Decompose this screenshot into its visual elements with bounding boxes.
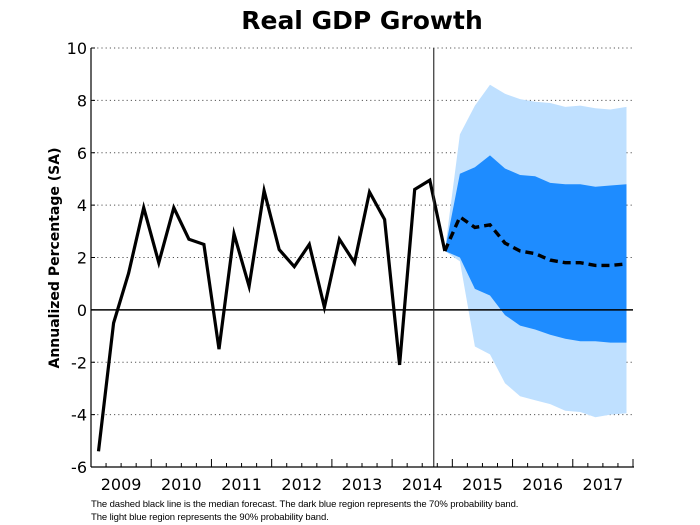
series-lines [96,177,626,452]
y-tick-label: 10 [67,39,87,58]
probability-bands [444,84,627,418]
x-tick-label: 2015 [462,475,503,494]
x-tick-label: 2013 [342,475,383,494]
x-tick-label: 2014 [402,475,443,494]
x-tick-labels: 2009 2010 2011 2012 2013 2014 2015 2016 2017 [101,475,623,494]
x-tick-label: 2011 [221,475,262,494]
axes [90,47,634,468]
median-forecast-line [443,214,626,268]
y-tick-label: -4 [71,406,87,425]
y-tick-label: 6 [77,144,87,163]
chart-title: Real GDP Growth [241,6,483,35]
y-tick-label: 4 [77,196,87,215]
y-tick-label: -6 [71,458,87,477]
x-tick-label: 2016 [522,475,563,494]
x-tick-label: 2009 [101,475,142,494]
x-tick-label: 2012 [281,475,322,494]
x-tick-label: 2017 [583,475,624,494]
y-tick-labels: -6 -4 -2 0 2 4 6 8 10 [67,39,87,477]
y-tick-label: 8 [77,91,87,110]
footnote-line-2: The light blue region represents the 90%… [91,512,329,523]
actual-gdp-line [96,177,447,452]
footnote-line-1: The dashed black line is the median fore… [91,499,519,510]
y-tick-label: 2 [77,249,87,268]
y-tick-label: -2 [71,353,87,372]
y-tick-label: 0 [77,301,87,320]
x-tick-label: 2010 [161,475,202,494]
y-axis-label: Annualized Percentage (SA) [47,148,63,369]
band-70-percent [444,155,627,343]
